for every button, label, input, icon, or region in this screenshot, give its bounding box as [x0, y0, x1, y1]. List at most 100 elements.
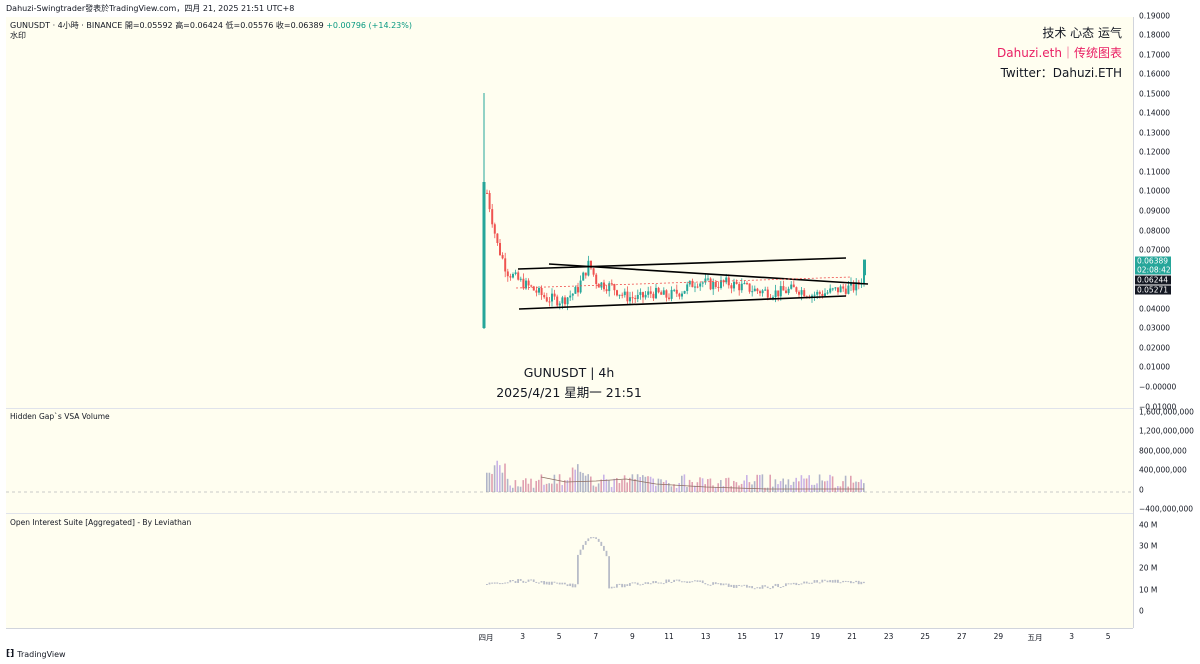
time-axis-tick: 19	[810, 632, 821, 641]
oi-bar	[540, 581, 543, 583]
volume-bar	[766, 487, 769, 492]
candle-body	[738, 284, 741, 291]
oi-pane-title[interactable]: Open Interest Suite [Aggregated] - By Le…	[10, 518, 192, 527]
oi-bar	[860, 581, 863, 585]
oi-bar	[738, 584, 740, 586]
tradingview-logo[interactable]: ⁅⁆ TradingView	[6, 649, 66, 659]
volume-bar	[532, 487, 535, 492]
oi-bar	[704, 583, 707, 585]
volume-bar	[504, 463, 506, 492]
volume-bar	[592, 485, 595, 492]
oi-bar	[629, 583, 631, 586]
candle-body	[707, 278, 709, 280]
oi-axis-tick: 20 M	[1139, 563, 1158, 573]
volume-bar	[699, 477, 701, 492]
pane-separator-volume[interactable]	[6, 408, 1133, 409]
candle-body	[766, 289, 769, 298]
volume-bar	[514, 480, 517, 492]
candle-body	[649, 291, 652, 294]
volume-bar	[660, 479, 662, 492]
volume-bar	[486, 472, 488, 492]
candle-body	[642, 292, 644, 298]
oi-bar	[808, 582, 811, 584]
oi-bar	[543, 581, 545, 585]
volume-pane-title[interactable]: Hidden Gap`s VSA Volume	[10, 412, 110, 421]
candle-body	[837, 287, 839, 293]
oi-bar	[610, 586, 613, 589]
oi-bar	[603, 545, 605, 551]
volume-bar	[608, 480, 610, 492]
symbol-name[interactable]: GUNUSDT · 4小時 · BINANCE	[10, 21, 123, 30]
volume-bar	[574, 469, 576, 492]
oi-bar	[803, 581, 805, 584]
volume-bar	[613, 478, 615, 492]
candle-body	[803, 290, 806, 297]
candle-body	[787, 288, 790, 294]
oi-bar	[746, 584, 748, 588]
oi-bar	[863, 581, 865, 584]
price-axis[interactable]: 0.19000 0.18000 0.17000 0.16000 0.15000 0.140…	[1133, 11, 1200, 628]
chart-area[interactable]: GUNUSDT · 4小時 · BINANCE 開=0.05592 高=0.06…	[6, 17, 1133, 628]
oi-bar	[522, 580, 525, 583]
footer: ⁅⁆ TradingView	[0, 646, 1200, 664]
candle-body	[818, 291, 821, 294]
ohlc-high: 高=0.06424	[175, 21, 223, 30]
candle-body	[584, 272, 587, 276]
volume-bar	[774, 479, 777, 492]
oi-bar	[834, 579, 837, 583]
volume-bar	[686, 487, 688, 492]
volume-bar	[587, 474, 589, 492]
volume-bar	[863, 483, 865, 492]
volume-bar	[636, 474, 639, 492]
candle-body	[647, 291, 650, 295]
oi-axis-tick: 0	[1139, 606, 1144, 616]
oi-bar	[655, 581, 657, 584]
candle-body	[623, 291, 626, 296]
volume-bar	[512, 487, 514, 492]
candle-body	[748, 283, 751, 292]
volume-bar	[540, 474, 543, 492]
last-candle	[863, 259, 866, 276]
chart-canvas[interactable]	[6, 17, 1133, 628]
oi-bar	[699, 580, 701, 582]
volume-bar	[595, 486, 597, 492]
candle-body	[779, 286, 782, 297]
oi-bar	[837, 579, 839, 583]
candle-body	[735, 281, 738, 285]
volume-bar	[522, 480, 524, 492]
candle-body	[800, 290, 803, 295]
pane-separator-oi[interactable]	[6, 513, 1133, 514]
oi-bar	[800, 583, 803, 585]
time-axis[interactable]: 四月 3 5 7 9 11 13 15 17 19 21 23 25 27 29 五月 3 5	[6, 628, 1133, 646]
drawing-price-tag-2: 0.05271	[1135, 285, 1171, 295]
candle-body	[519, 278, 522, 280]
oi-bar	[818, 582, 821, 584]
volume-bar	[639, 476, 641, 492]
volume-bar	[764, 487, 766, 492]
candle-body	[556, 296, 559, 306]
publication-header: Dahuzi-Swingtrader發表於TradingView.com，四月 …	[0, 0, 1200, 17]
candle-body	[850, 282, 852, 286]
candle-body	[618, 294, 621, 296]
oi-bar	[582, 544, 584, 550]
oi-bar	[605, 550, 608, 557]
oi-bar	[571, 583, 574, 588]
candle-body	[540, 287, 543, 296]
candle-body	[782, 286, 785, 291]
volume-bar	[548, 483, 550, 492]
volume-bar	[798, 481, 800, 492]
volume-bar	[499, 465, 501, 492]
volume-bar	[561, 485, 563, 492]
volume-bar	[805, 478, 808, 492]
price-axis-tick: 0.11000	[1139, 167, 1171, 177]
volume-bar	[610, 487, 613, 492]
oi-bar	[779, 586, 782, 588]
candle-body	[592, 268, 595, 275]
volume-bar	[506, 478, 509, 492]
price-axis-tick: 0.07000	[1139, 245, 1171, 255]
candle-body	[813, 294, 816, 296]
candle-body	[527, 280, 530, 286]
volume-bar	[551, 483, 553, 492]
channel-upper-line	[517, 257, 847, 270]
price-axis-tick: 0.16000	[1139, 69, 1171, 79]
